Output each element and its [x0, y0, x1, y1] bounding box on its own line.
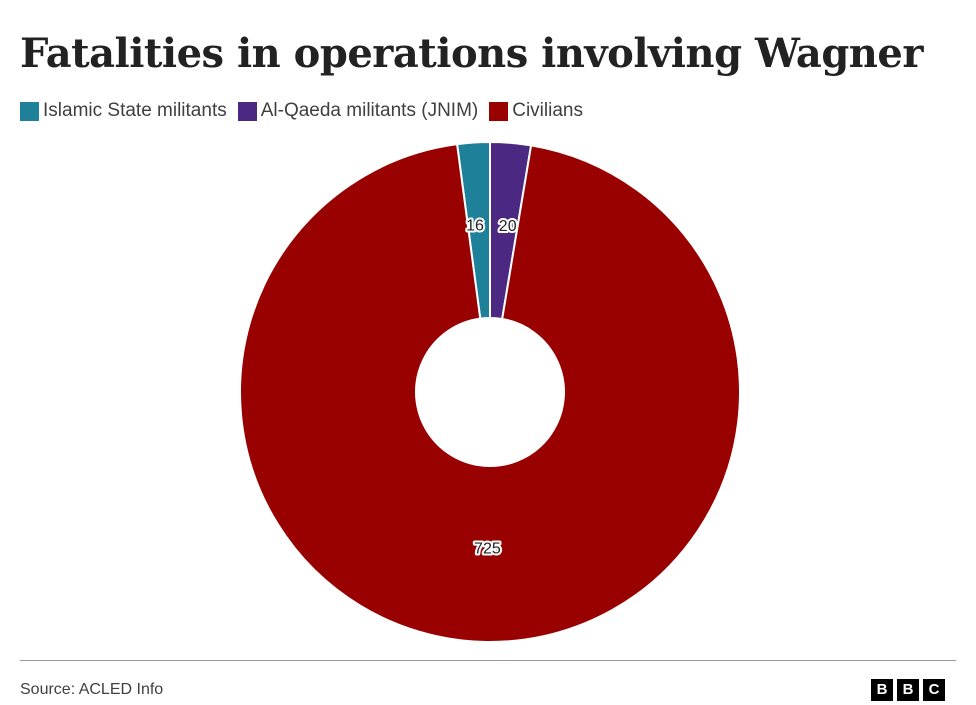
legend-item-al-qaeda: Al-Qaeda militants (JNIM)	[237, 100, 479, 122]
logo-letter: B	[897, 679, 919, 701]
legend-swatch-civilians	[489, 101, 509, 121]
legend-item-civilians: Civilians	[489, 100, 583, 122]
bbc-logo: B B C	[871, 679, 945, 701]
logo-letter: C	[923, 679, 945, 701]
legend-swatch-al-qaeda	[237, 101, 257, 121]
chart-legend: Islamic State militants Al-Qaeda militan…	[20, 100, 594, 122]
source-note: Source: ACLED Info	[20, 681, 164, 698]
data-label: 20	[499, 218, 517, 235]
legend-label-islamic-state: Islamic State militants	[43, 100, 227, 121]
legend-swatch-islamic-state	[20, 101, 39, 121]
legend-item-islamic-state: Islamic State militants	[20, 100, 227, 122]
footer-divider	[20, 660, 956, 661]
chart-title: Fatalities in operations involving Wagne…	[20, 30, 923, 77]
legend-label-civilians: Civilians	[512, 100, 583, 121]
donut-slice	[239, 143, 741, 643]
data-label: 725	[474, 540, 501, 557]
logo-letter: B	[871, 679, 893, 701]
legend-label-al-qaeda: Al-Qaeda militants (JNIM)	[260, 100, 479, 121]
data-label: 16	[466, 218, 484, 235]
